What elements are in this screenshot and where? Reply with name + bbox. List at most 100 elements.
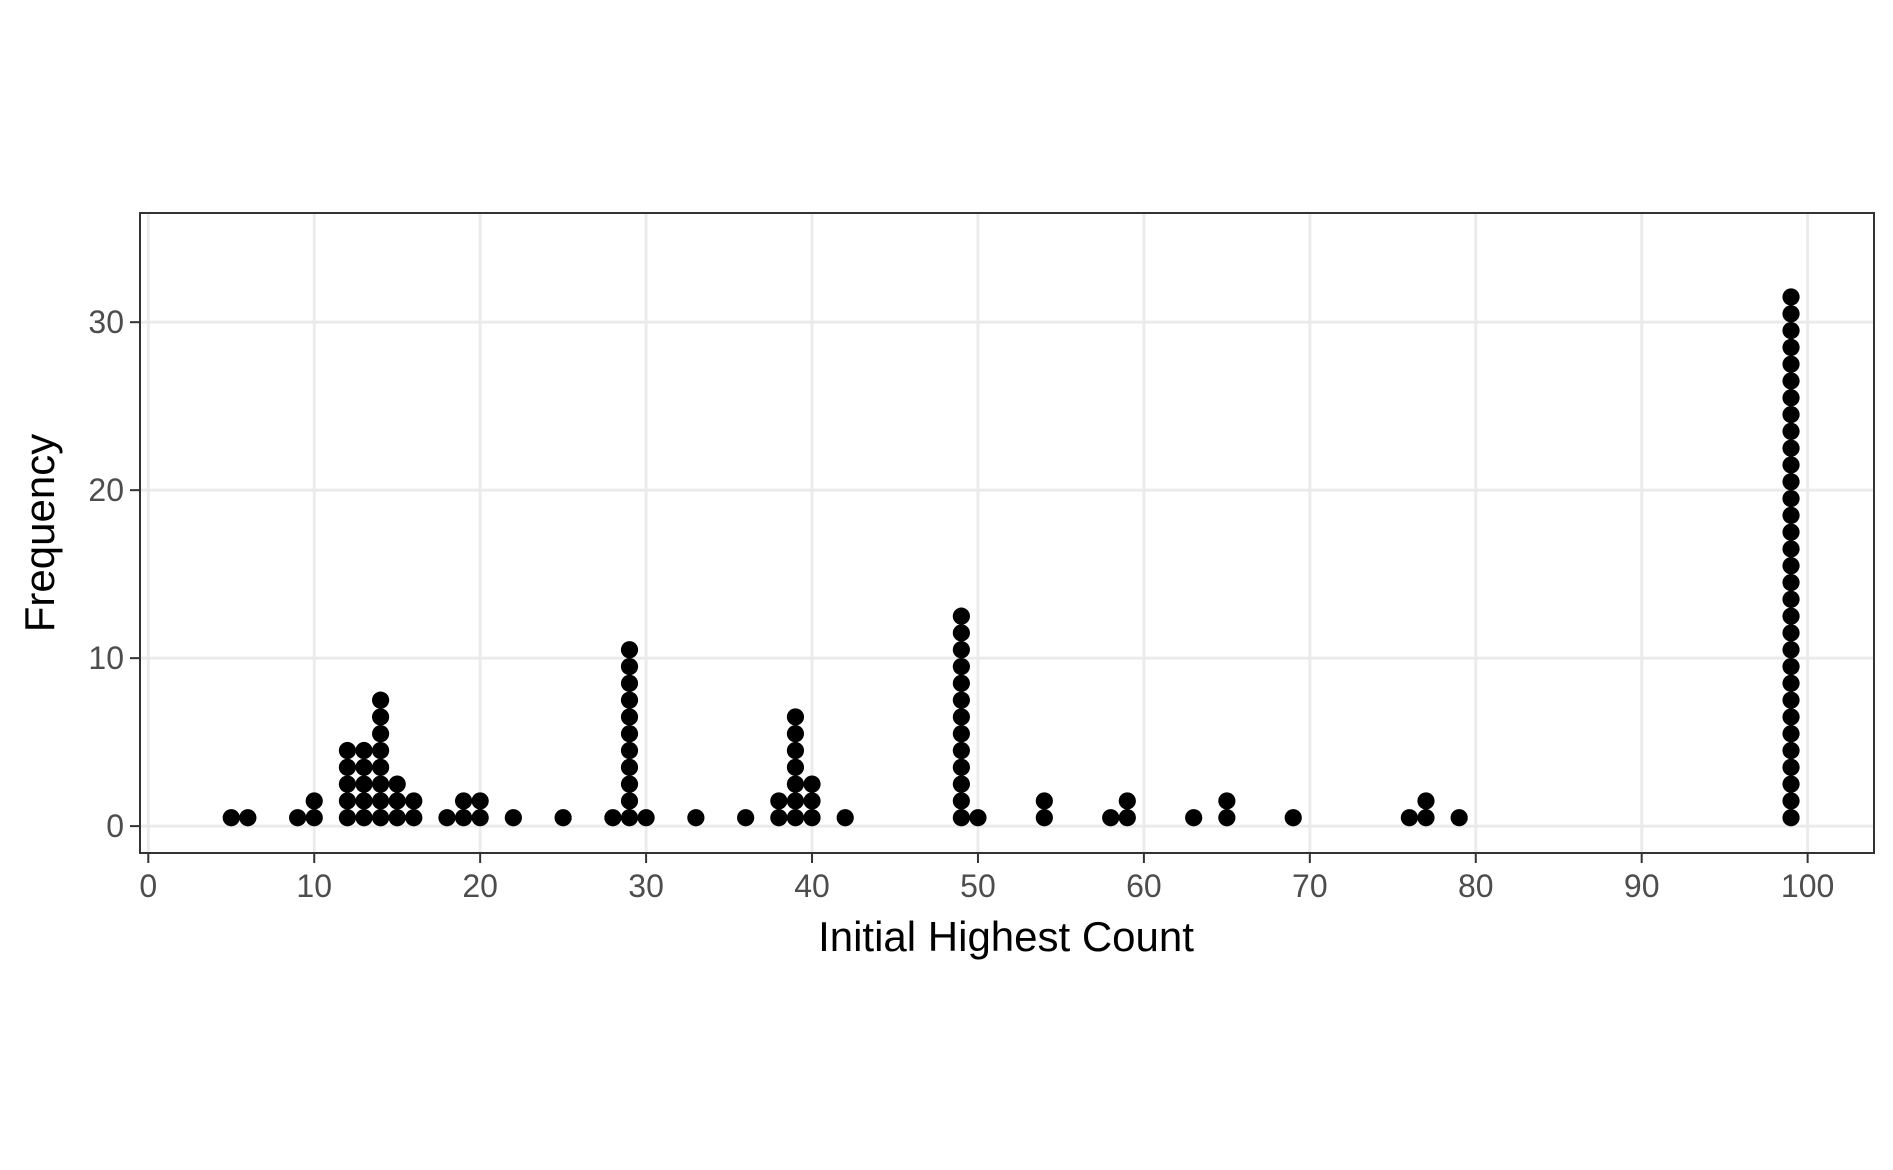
data-dot <box>620 741 639 760</box>
x-tick-label: 60 <box>1126 868 1162 904</box>
data-dot <box>355 809 373 827</box>
data-dot <box>952 641 970 659</box>
data-dot <box>1782 321 1800 340</box>
data-dot <box>952 792 970 810</box>
data-dot <box>952 674 970 692</box>
data-dot <box>770 792 788 810</box>
data-dot <box>786 741 805 760</box>
data-dot <box>1782 641 1800 659</box>
data-dot <box>1782 809 1800 827</box>
data-dot <box>786 708 805 726</box>
data-dot <box>1782 422 1800 440</box>
data-dot <box>952 725 970 743</box>
data-dot <box>222 809 240 827</box>
x-tick-label: 50 <box>960 868 996 904</box>
data-dot <box>372 725 390 743</box>
y-tick-label: 10 <box>88 640 124 676</box>
data-dot <box>338 775 357 793</box>
data-dot <box>952 607 970 625</box>
data-dot <box>786 758 805 776</box>
data-dot <box>620 775 639 793</box>
data-dot <box>1782 456 1800 474</box>
data-dot <box>338 809 357 827</box>
data-dot <box>1782 389 1800 407</box>
data-dot <box>355 758 373 776</box>
data-dot <box>620 809 639 827</box>
data-dot <box>1782 674 1800 692</box>
data-dot <box>1035 809 1053 827</box>
data-dot <box>952 691 970 709</box>
axes: 0 10 20 30 40 50 60 70 80 90 100 0 10 20 30 <box>88 304 1834 904</box>
data-dot <box>355 792 373 810</box>
data-dot <box>372 809 390 827</box>
data-dot <box>620 641 639 659</box>
data-dot <box>1102 809 1120 827</box>
data-dots <box>222 288 1800 827</box>
data-dot <box>737 809 755 827</box>
x-tick-label: 30 <box>628 868 664 904</box>
y-tick-label: 20 <box>88 472 124 508</box>
data-dot <box>355 775 373 793</box>
data-dot <box>1782 355 1800 373</box>
data-dot <box>836 809 854 827</box>
data-dot <box>803 792 821 810</box>
x-tick-label: 70 <box>1292 868 1328 904</box>
data-dot <box>620 725 639 743</box>
y-tick-label: 30 <box>88 304 124 340</box>
data-dot <box>1782 590 1800 608</box>
x-tick-label: 40 <box>794 868 830 904</box>
data-dot <box>786 792 805 810</box>
data-dot <box>372 792 390 810</box>
data-dot <box>1782 657 1800 676</box>
x-tick-label: 90 <box>1624 868 1660 904</box>
data-dot <box>687 809 705 827</box>
data-dot <box>1782 775 1800 793</box>
data-dot <box>1782 573 1800 592</box>
data-dot <box>1782 557 1800 575</box>
data-dot <box>637 809 655 827</box>
data-dot <box>1782 506 1800 524</box>
data-dot <box>388 792 406 810</box>
data-dot <box>388 775 406 793</box>
data-dot <box>952 657 970 676</box>
data-dot <box>952 624 970 642</box>
data-dot <box>1782 473 1800 491</box>
data-dot <box>239 809 257 827</box>
data-dot <box>786 725 805 743</box>
plot-panel-border <box>139 212 1875 854</box>
data-dot <box>1782 708 1800 726</box>
data-dot <box>1118 809 1136 827</box>
data-dot <box>770 809 788 827</box>
data-dot <box>1782 288 1800 306</box>
data-dot <box>952 741 970 760</box>
data-dot <box>952 708 970 726</box>
data-dot <box>620 758 639 776</box>
x-tick-label: 100 <box>1781 868 1834 904</box>
data-dot <box>1185 809 1203 827</box>
data-dot <box>372 691 390 709</box>
data-dot <box>969 809 987 827</box>
data-dot <box>952 758 970 776</box>
data-dot <box>803 809 821 827</box>
data-dot <box>372 708 390 726</box>
data-dot <box>1782 540 1800 558</box>
data-dot <box>620 691 639 709</box>
data-dot <box>338 758 357 776</box>
data-dot <box>952 809 970 827</box>
data-dot <box>1782 758 1800 776</box>
data-dot <box>305 792 323 810</box>
data-dot <box>952 775 970 793</box>
data-dot <box>438 809 456 827</box>
data-dot <box>372 775 390 793</box>
data-dot <box>1035 792 1053 810</box>
data-dot <box>289 809 307 827</box>
data-dot <box>405 809 423 827</box>
data-dot <box>1782 305 1800 323</box>
data-dot <box>1118 792 1136 810</box>
data-dot <box>1782 405 1800 424</box>
grid-lines <box>140 213 1874 853</box>
data-dot <box>454 809 473 827</box>
data-dot <box>786 809 805 827</box>
data-dot <box>1417 792 1435 810</box>
